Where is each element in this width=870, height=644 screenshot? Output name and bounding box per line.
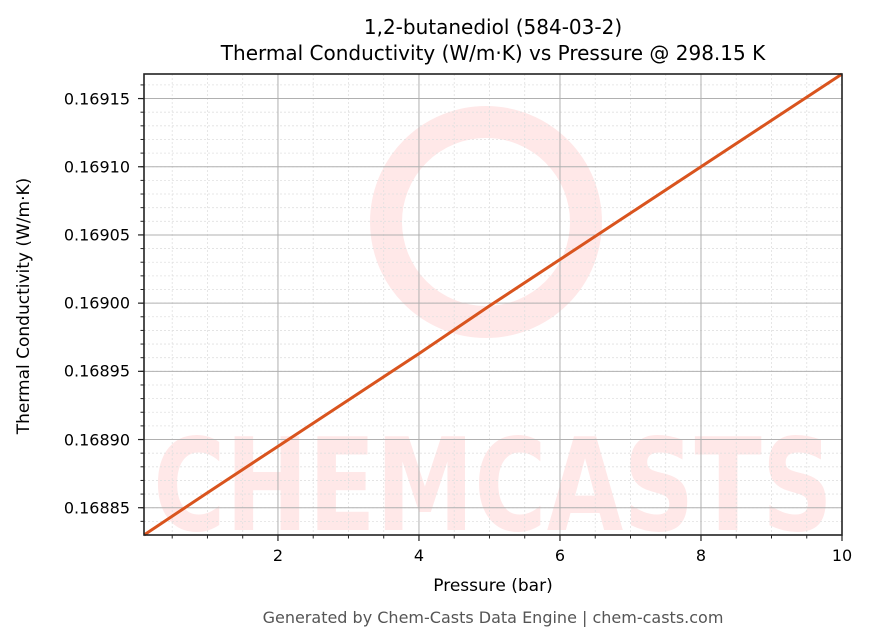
x-tick-label: 10 xyxy=(831,546,853,565)
y-tick-label: 0.16910 xyxy=(63,157,130,177)
y-tick-label: 0.16905 xyxy=(63,225,130,245)
data-line xyxy=(143,72,843,537)
y-tick-label: 0.16915 xyxy=(63,89,130,109)
x-tick-label: 8 xyxy=(695,546,707,565)
watermark-logo-icon xyxy=(370,106,602,338)
axes-frame xyxy=(143,73,843,536)
y-tick-label: 0.16890 xyxy=(63,430,130,450)
chart-title-compound: 1,2-butanediol (584-03-2) xyxy=(363,15,623,39)
footer-credit: Generated by Chem-Casts Data Engine | ch… xyxy=(262,608,724,627)
y-tick-label: 0.16885 xyxy=(63,498,130,518)
x-axis-label: Pressure (bar) xyxy=(433,576,553,596)
y-tick-label: 0.16895 xyxy=(63,361,130,381)
x-tick-label: 4 xyxy=(413,546,425,565)
watermark-text: CHEMCASTS xyxy=(153,412,833,561)
chart-title-property: Thermal Conductivity (W/m·K) vs Pressure… xyxy=(220,41,766,65)
x-tick-label: 2 xyxy=(272,546,284,565)
x-tick-label: 6 xyxy=(554,546,566,565)
y-tick-label: 0.16900 xyxy=(63,293,130,313)
